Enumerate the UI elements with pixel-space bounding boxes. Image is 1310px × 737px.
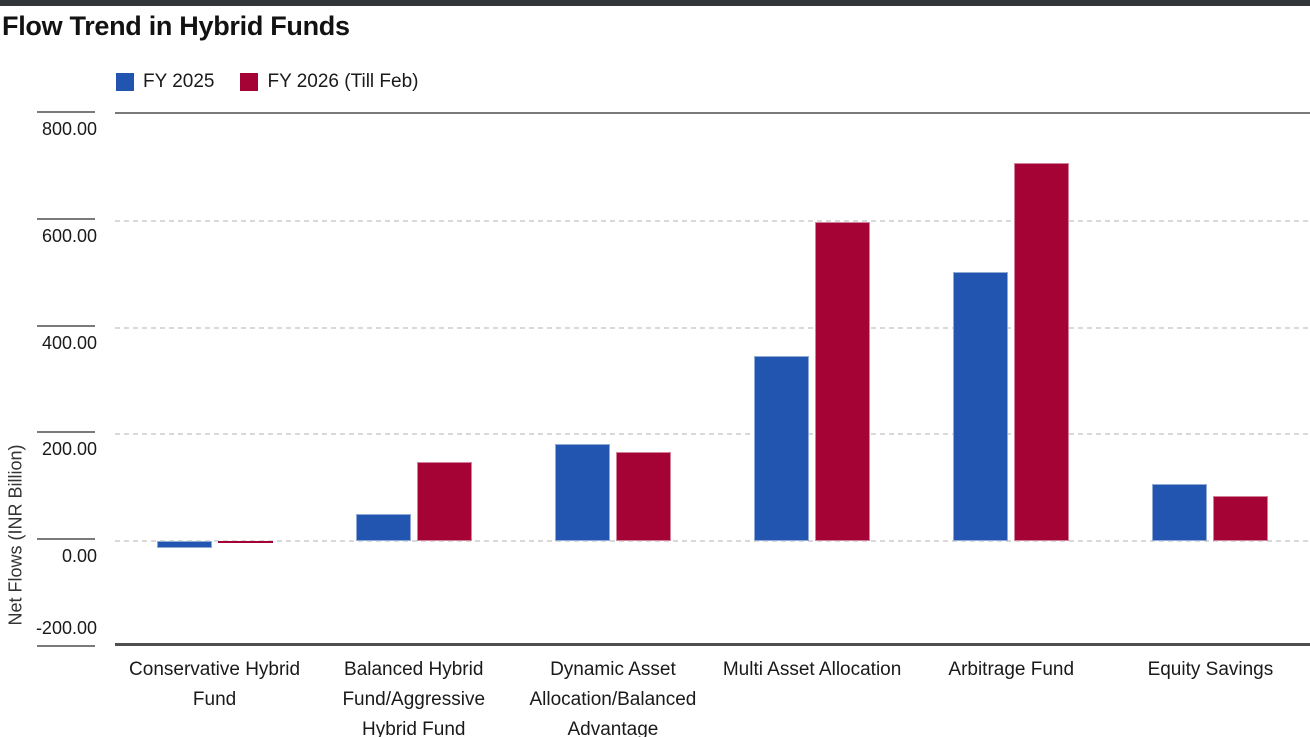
y-tick-label-400: 400.00 [41, 332, 97, 353]
y-tick-label-800: 800.00 [41, 119, 97, 139]
legend-item-fy2026: FY 2026 (Till Feb) [240, 71, 418, 93]
legend-swatch-fy2025 [116, 73, 134, 91]
y-tick-800 [37, 111, 95, 113]
gridline-600 [115, 219, 1310, 222]
y-tick-label-600: 600.00 [41, 225, 97, 246]
bar-series0-cat0 [156, 541, 212, 548]
legend-swatch-fy2026 [240, 73, 259, 91]
x-category-label: Conservative Hybrid Fund [129, 659, 301, 710]
bar-series0-cat2 [554, 443, 610, 542]
bar-series1-cat4 [1014, 162, 1070, 542]
legend: FY 2025 FY 2026 (Till Feb) [116, 71, 418, 93]
y-tick-label-0: 0.00 [61, 546, 97, 567]
bar-series0-cat5 [1152, 484, 1208, 542]
y-tick-label--200: -200.00 [35, 618, 97, 638]
y-tick-200 [37, 431, 95, 434]
legend-item-fy2025: FY 2025 [116, 71, 214, 93]
y-tick-400 [37, 324, 95, 327]
x-category-label: Equity Savings [1147, 659, 1274, 680]
bar-series0-cat4 [953, 272, 1009, 542]
bar-series1-cat1 [416, 461, 472, 542]
y-axis-title: Net Flows (INR Billion) [5, 444, 26, 626]
gridline-400 [115, 326, 1310, 329]
y-tick-0 [37, 538, 95, 541]
plot-area [115, 112, 1310, 646]
chart-title: Flow Trend in Hybrid Funds [2, 11, 350, 41]
x-category-label: Dynamic Asset Allocation/Balanced Advantag… [529, 659, 697, 737]
bar-series0-cat3 [754, 355, 810, 542]
legend-label-fy2025: FY 2025 [143, 71, 215, 92]
y-tick--200 [37, 645, 95, 647]
gridline-200 [115, 433, 1310, 436]
top-accent-bar [0, 0, 1310, 6]
x-category-label: Balanced Hybrid Fund/Aggressive Hybrid Fun… [342, 659, 486, 737]
y-tick-label-200: 200.00 [41, 439, 97, 460]
bar-series1-cat5 [1213, 496, 1269, 542]
bar-series1-cat3 [815, 221, 871, 542]
gridline-0 [115, 540, 1310, 543]
bar-series1-cat0 [217, 541, 273, 543]
x-category-label: Arbitrage Fund [948, 659, 1075, 680]
x-category-label: Multi Asset Allocation [722, 659, 902, 680]
y-tick-600 [37, 217, 95, 220]
legend-label-fy2026: FY 2026 (Till Feb) [267, 71, 419, 92]
bar-series0-cat1 [355, 514, 411, 542]
bar-series1-cat2 [615, 451, 671, 542]
